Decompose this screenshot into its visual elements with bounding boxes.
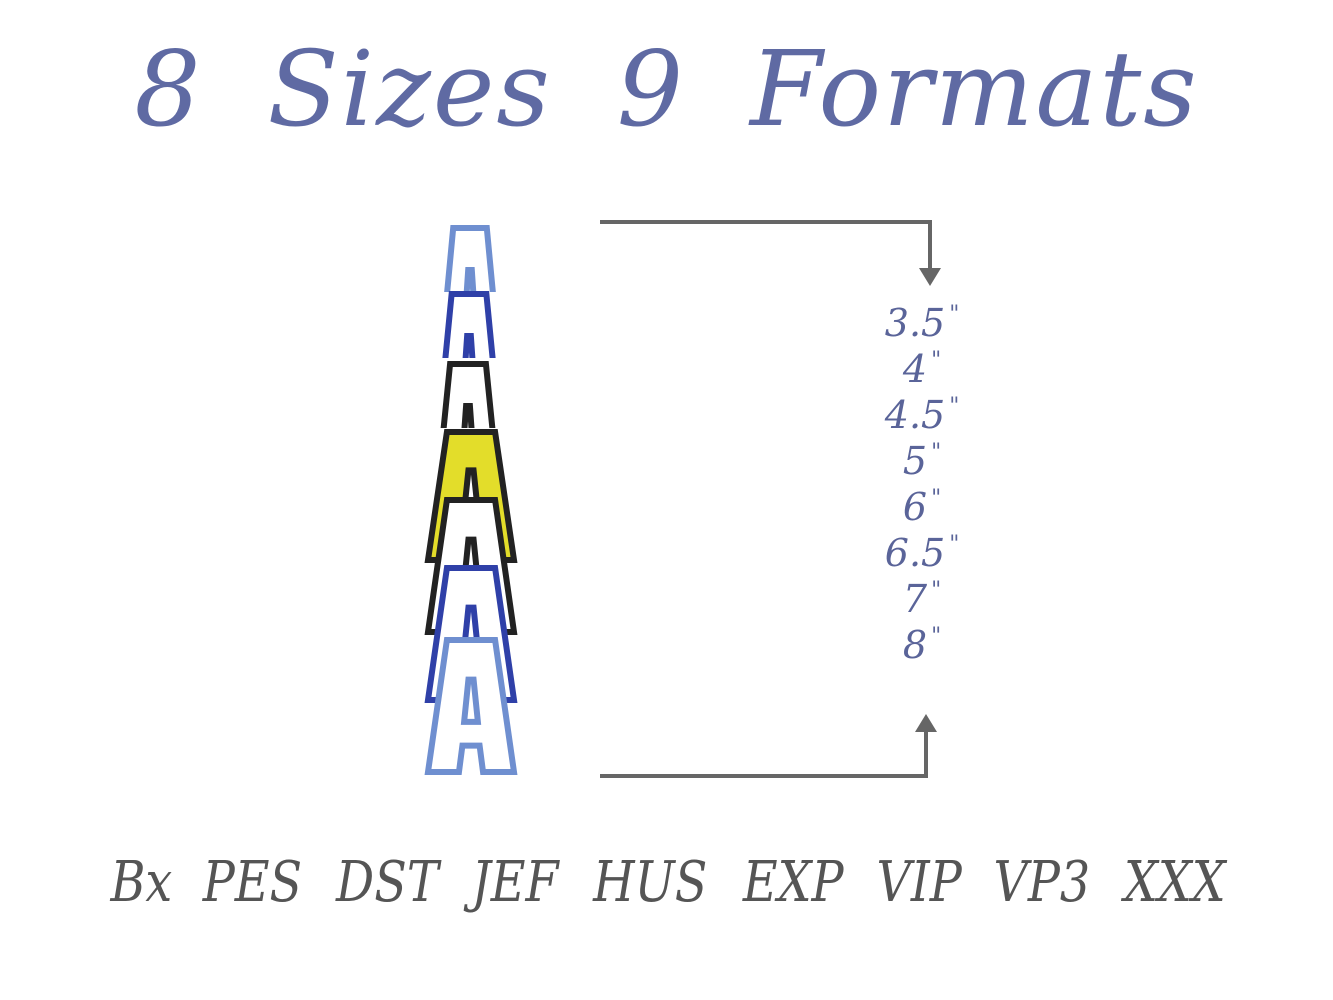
size-item: 6.5 " [884, 531, 960, 575]
format-label: EXP [742, 850, 844, 915]
size-item: 4 " [902, 347, 942, 391]
format-label: PES [202, 850, 303, 915]
format-label: VIP [876, 850, 962, 915]
top-arrow [600, 220, 941, 286]
format-list: Bx PES DST JEF HUS EXP VIP VP3 XXX [105, 850, 1235, 915]
format-label: VP3 [993, 850, 1091, 915]
bottom-arrow [600, 714, 937, 778]
size-item: 5 " [902, 439, 942, 483]
size-item: 4.5 " [884, 393, 960, 437]
size-item: 6 " [902, 485, 942, 529]
letter-a-sample [424, 637, 518, 775]
size-list: 3.5 " 4 " 4.5 " 5 " 6 " 6.5 " 7 " 8 " [860, 300, 970, 668]
size-item: 7 " [902, 577, 942, 621]
format-label: Bx [110, 850, 173, 915]
format-label: HUS [593, 850, 708, 915]
format-label: DST [336, 850, 439, 915]
page-title: 8 Sizes 9 Formats [134, 28, 1199, 150]
size-item: 8 " [902, 623, 942, 667]
letter-stack [424, 225, 518, 775]
format-label: XXX [1124, 850, 1226, 915]
format-label: JEF [472, 850, 559, 915]
size-item: 3.5 " [884, 301, 960, 345]
